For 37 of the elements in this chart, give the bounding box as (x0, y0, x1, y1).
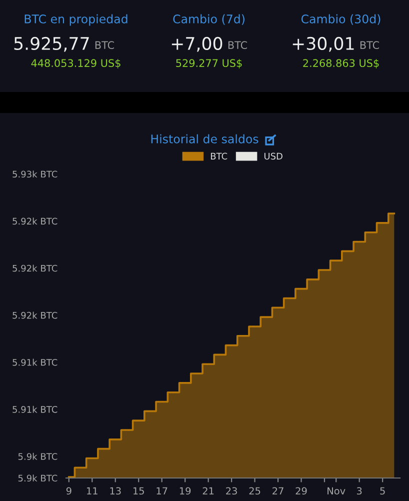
text: Cambio (7d) (173, 14, 244, 25)
x-tick-label: 29 (296, 487, 307, 495)
x-tick-label: 19 (180, 487, 191, 495)
text: 5.925,77 (14, 36, 89, 52)
x-tick-label: 21 (202, 487, 214, 494)
text: 448.053.129 US$ (31, 58, 120, 68)
x-tick-label: 25 (249, 487, 260, 495)
legend-label: BTC (210, 152, 228, 160)
x-tick-label: 17 (156, 487, 168, 494)
x-tick-label: 9 (66, 487, 72, 495)
y-tick-label: 5.92k BTC (12, 218, 58, 225)
chart-title: Historial de saldos (151, 134, 258, 144)
text: BTC (95, 41, 114, 50)
x-tick-label: 5 (380, 487, 385, 495)
text: BTC (228, 41, 248, 50)
text: BTC (360, 41, 380, 50)
y-tick-label: 5.91k BTC (12, 358, 58, 366)
text: BTC en propiedad (24, 14, 128, 26)
y-tick-label: 5.9k BTC (18, 452, 58, 460)
legend-label: USD (264, 152, 282, 160)
x-tick-label: 3 (356, 487, 362, 495)
x-tick-label: Nov (328, 487, 346, 495)
y-tick-label: 5.92k BTC (12, 264, 58, 272)
text: +30,01 (292, 36, 354, 52)
x-tick-label: 15 (133, 487, 144, 495)
y-tick-label: 5.9k BTC (18, 474, 58, 482)
y-tick-label: 5.91k BTC (12, 406, 58, 413)
text: Cambio (30d) (301, 14, 380, 25)
y-tick-label: 5.93k BTC (12, 170, 58, 178)
text: 2.268.863 US$ (303, 58, 379, 68)
y-tick-label: 5.92k BTC (12, 312, 58, 319)
x-tick-label: 27 (272, 487, 284, 494)
text: +7,00 (172, 36, 222, 52)
x-tick-label: 23 (226, 487, 237, 495)
x-tick-label: 11 (87, 487, 98, 494)
x-tick-label: 13 (110, 487, 121, 495)
text: 529.277 US$ (176, 58, 242, 68)
